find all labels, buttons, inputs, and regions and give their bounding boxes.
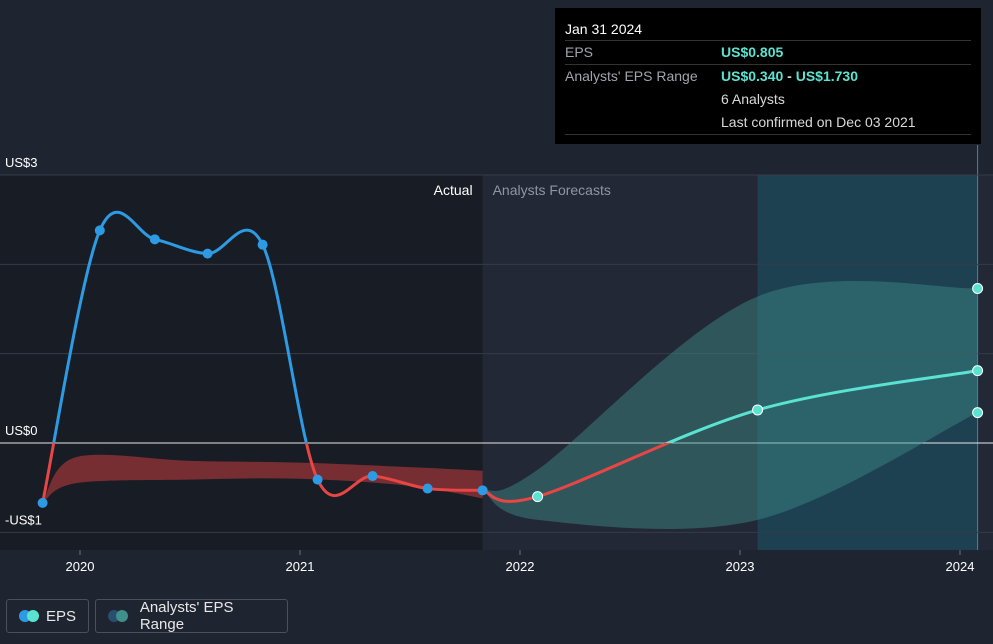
eps-forecast-line-positive: [664, 369, 978, 443]
legend-eps-button[interactable]: EPS: [6, 599, 89, 633]
tooltip-range-low: US$0.340: [721, 68, 784, 84]
x-tick-label: 2022: [506, 559, 535, 574]
eps-actual-point: [94, 225, 105, 236]
x-tick-label: 2023: [726, 559, 755, 574]
legend-range-button[interactable]: Analysts' EPS Range: [95, 599, 288, 633]
y-tick-label: -US$1: [5, 512, 42, 527]
eps-actual-line-negative: [41, 443, 483, 504]
tooltip-analysts: 6 Analysts: [721, 91, 785, 107]
legend-range-label: Analysts' EPS Range: [139, 599, 234, 633]
x-tick-label: 2021: [286, 559, 315, 574]
x-tick-label: 2020: [66, 559, 95, 574]
actual-section-label: Actual: [434, 182, 473, 198]
eps-chart: US$3 US$0 -US$1 2020 2021 2022 2023 2024 Actual A…: [0, 145, 993, 574]
highlight-band: [757, 175, 978, 550]
forecast-range-area: [482, 280, 978, 529]
tooltip-date: Jan 31 2024: [565, 21, 643, 37]
forecast-section-label: Analysts Forecasts: [493, 182, 611, 198]
tooltip-eps-label: EPS: [565, 44, 594, 60]
tooltip-confirmed: Last confirmed on Dec 03 2021: [721, 114, 916, 130]
eps-actual-point: [202, 248, 213, 259]
past-range-area: [42, 454, 483, 503]
tooltip-range-label: Analysts' EPS Range: [565, 68, 698, 84]
tooltip-analysts-row: 6 Analysts: [565, 88, 971, 110]
tooltip-range-high: US$1.730: [795, 68, 859, 84]
range-low-point: [972, 407, 984, 419]
legend: EPS Analysts' EPS Range: [6, 599, 288, 633]
eps-forecast-point: [532, 491, 544, 503]
tooltip-confirmed-row: Last confirmed on Dec 03 2021: [565, 110, 971, 135]
y-tick-label: US$0: [5, 423, 38, 438]
eps-actual-point: [257, 239, 268, 250]
eps-legend-icon: [19, 610, 39, 622]
tooltip-range-separator: -: [787, 68, 792, 84]
eps-actual-point: [37, 497, 48, 508]
eps-actual-point: [422, 483, 433, 494]
eps-actual-point: [367, 471, 378, 482]
tooltip-eps-value: US$0.805: [721, 44, 784, 60]
eps-actual-point: [477, 485, 488, 496]
legend-eps-label: EPS: [45, 607, 76, 625]
hover-tooltip: Jan 31 2024 EPS US$0.805 Analysts' EPS R…: [555, 8, 981, 144]
range-high-point: [972, 282, 984, 294]
tooltip-range-row: Analysts' EPS Range US$0.340 - US$1.730: [565, 64, 971, 88]
eps-forecast-point: [752, 404, 764, 416]
eps-forecast-point: [972, 365, 984, 377]
tooltip-eps-row: EPS US$0.805: [565, 40, 971, 64]
y-tick-label: US$3: [5, 155, 38, 170]
eps-actual-point: [312, 474, 323, 485]
eps-actual-point: [149, 234, 160, 245]
x-tick-label: 2024: [946, 559, 975, 574]
eps-forecast-line-negative: [482, 443, 672, 503]
range-legend-icon: [108, 610, 131, 622]
actual-panel: [0, 175, 483, 550]
